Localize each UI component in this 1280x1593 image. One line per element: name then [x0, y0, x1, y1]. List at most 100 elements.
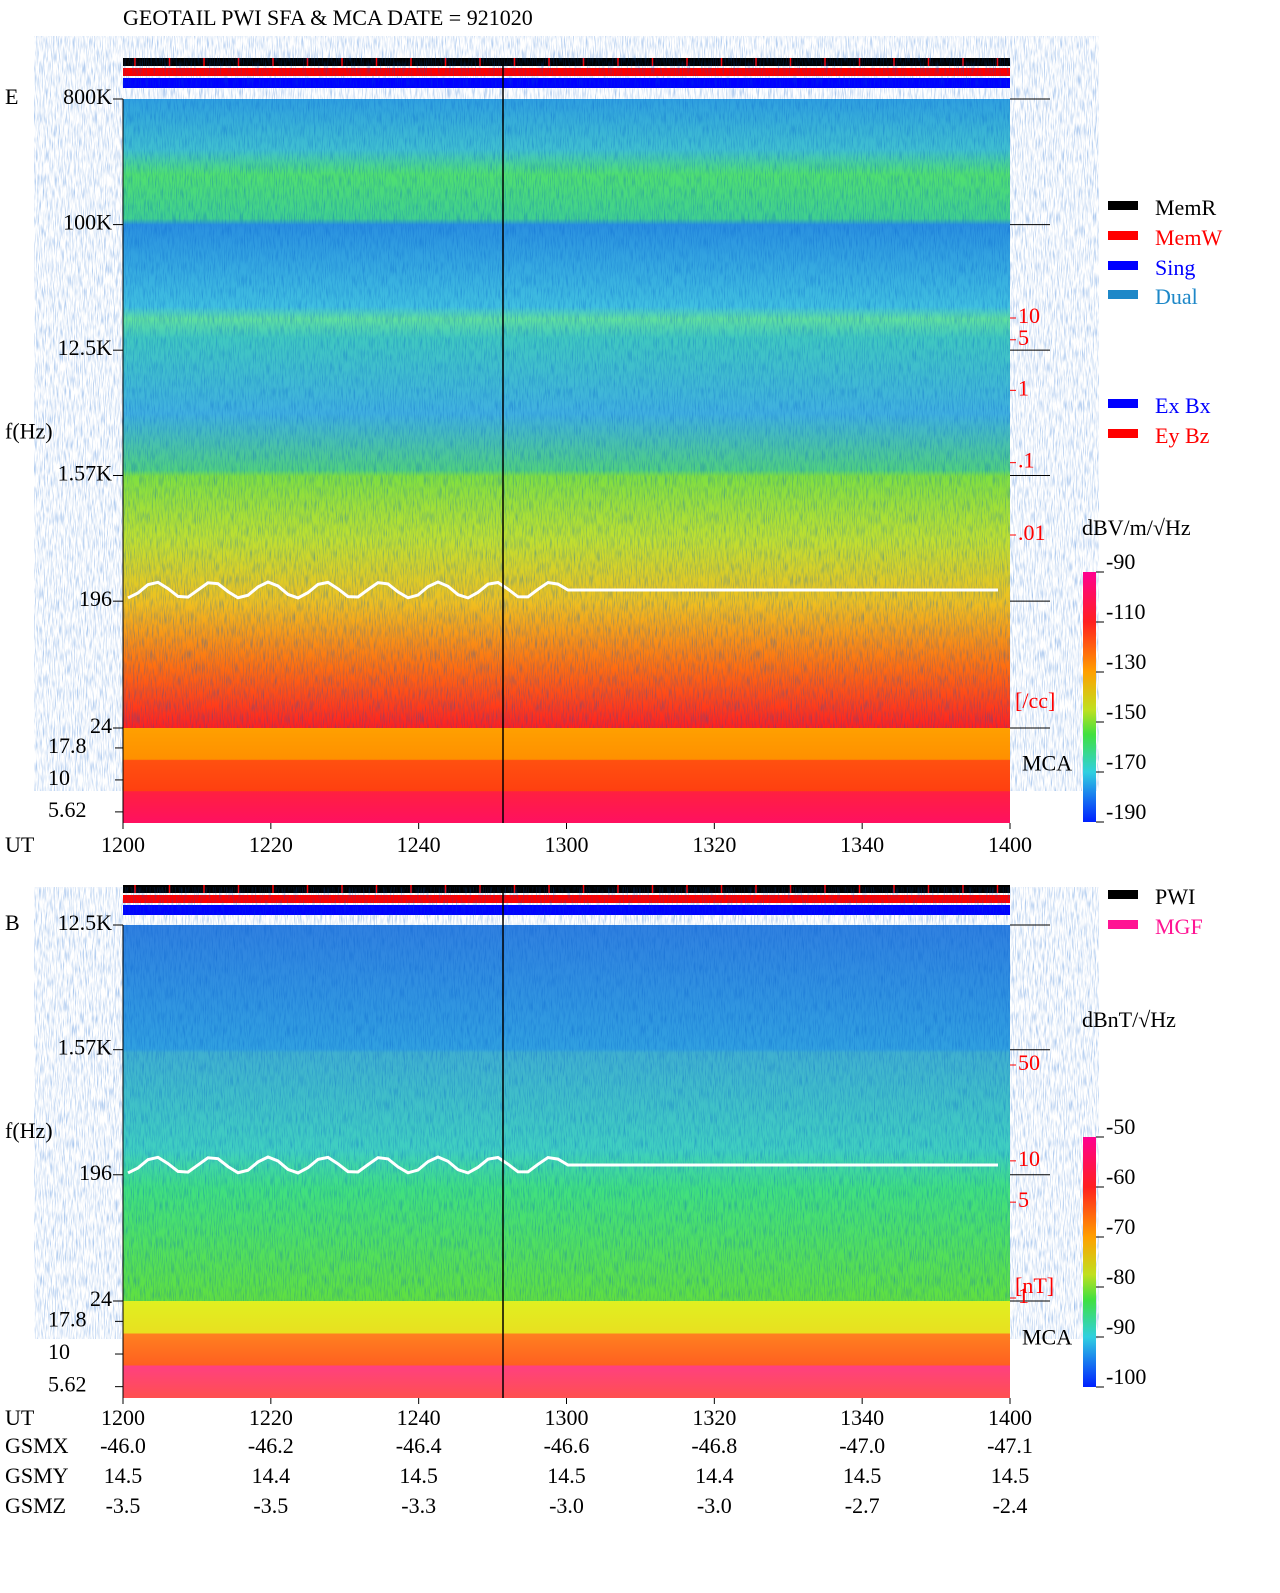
density-tick-label: .1 [1018, 448, 1035, 473]
panel-label: E [5, 84, 18, 109]
legend-label: MGF [1155, 914, 1203, 939]
legend-swatch [1108, 429, 1138, 438]
density-tick-label: 1 [1018, 1283, 1029, 1308]
y-tick-label: 100K [63, 210, 112, 235]
y-tick-label: 12.5K [58, 910, 113, 935]
colorbar-unit: dBV/m/√Hz [1082, 515, 1191, 540]
orbit-value: 14.4 [695, 1463, 734, 1488]
x-axis-label: UT [5, 1405, 35, 1430]
y-tick-label: 1.57K [58, 1035, 113, 1060]
density-tick-label: 5 [1018, 325, 1029, 350]
density-tick-label: 10 [1018, 303, 1040, 328]
density-trace [127, 1155, 998, 1175]
density-tick-label: 50 [1018, 1050, 1040, 1075]
colorbar-tick-label: -50 [1106, 1114, 1135, 1139]
x-tick-label: 1300 [545, 832, 589, 857]
colorbar-unit: dBnT/√Hz [1082, 1007, 1176, 1032]
legend-label: MemW [1155, 225, 1222, 250]
spectrogram-texture [123, 99, 1010, 728]
colorbar-tick-label: -130 [1106, 649, 1146, 674]
y-tick-label: 1.57K [58, 461, 113, 486]
x-tick-label: 1220 [249, 832, 293, 857]
mca-tick-label: 5.62 [48, 797, 87, 822]
x-tick-label: 1200 [101, 1405, 145, 1430]
orbit-value: -3.0 [549, 1493, 584, 1518]
colorbar-tick-label: -110 [1106, 599, 1146, 624]
density-tick-label: 1 [1018, 375, 1029, 400]
status-bar [123, 68, 1010, 76]
legend-swatch [1108, 261, 1138, 270]
x-tick-label: 1320 [692, 832, 736, 857]
panel-label: B [5, 910, 20, 935]
legend-label: Dual [1155, 284, 1198, 309]
x-tick-label: 1200 [101, 832, 145, 857]
x-tick-label: 1340 [840, 832, 884, 857]
x-tick-label: 1220 [249, 1405, 293, 1430]
colorbar-tick-label: -80 [1106, 1264, 1135, 1289]
mca-tick-label: 17.8 [48, 733, 87, 758]
y-tick-label: 12.5K [58, 335, 113, 360]
spectrogram-texture [123, 925, 1010, 1301]
legend-label: Ex Bx [1155, 393, 1211, 418]
colorbar-tick-label: -90 [1106, 549, 1135, 574]
orbit-value: 14.5 [104, 1463, 143, 1488]
mca-spectrogram [123, 1301, 1010, 1398]
density-trace [127, 580, 998, 600]
legend-swatch [1108, 290, 1138, 299]
colorbar [1083, 1137, 1096, 1387]
orbit-value: -46.4 [396, 1433, 442, 1458]
mca-spectrogram [123, 728, 1010, 823]
legend-label: Sing [1155, 255, 1195, 280]
mca-tick-label: 10 [48, 765, 70, 790]
x-tick-label: 1300 [545, 1405, 589, 1430]
colorbar-tick-label: -70 [1106, 1214, 1135, 1239]
colorbar [1083, 572, 1096, 822]
status-bar [123, 895, 1010, 903]
orbit-value: -3.5 [253, 1493, 288, 1518]
status-bar [123, 78, 1010, 88]
y-axis-label: f(Hz) [5, 1118, 53, 1143]
y-tick-label: 24 [90, 713, 112, 738]
density-tick-label: .01 [1018, 520, 1046, 545]
legend-label: MemR [1155, 195, 1216, 220]
mca-tick-label: 10 [48, 1339, 70, 1364]
legend-swatch [1108, 201, 1138, 210]
x-tick-label: 1320 [692, 1405, 736, 1430]
orbit-value: 14.5 [547, 1463, 586, 1488]
density-unit: [nT] [1015, 1273, 1054, 1298]
density-tick-label: 5 [1018, 1187, 1029, 1212]
colorbar-tick-label: -150 [1106, 699, 1146, 724]
orbit-value: 14.5 [843, 1463, 882, 1488]
legend-label: PWI [1155, 884, 1195, 909]
chart-title: GEOTAIL PWI SFA & MCA DATE = 921020 [123, 5, 533, 30]
mca-label: MCA [1022, 751, 1072, 776]
legend-swatch [1108, 399, 1138, 408]
orbit-value: -3.5 [106, 1493, 141, 1518]
mca-tick-label: 5.62 [48, 1372, 87, 1397]
x-tick-label: 1340 [840, 1405, 884, 1430]
x-tick-label: 1400 [988, 1405, 1032, 1430]
density-unit: [/cc] [1015, 688, 1055, 713]
mca-tick-label: 17.8 [48, 1306, 87, 1331]
colorbar-tick-label: -190 [1106, 799, 1146, 824]
orbit-value: -47.0 [839, 1433, 885, 1458]
status-bar [123, 885, 1010, 893]
orbit-value: -46.2 [248, 1433, 294, 1458]
x-axis-label: UT [5, 832, 35, 857]
orbit-label: GSMY [5, 1463, 69, 1488]
orbit-value: 14.4 [252, 1463, 291, 1488]
orbit-value: -47.1 [987, 1433, 1033, 1458]
mca-label: MCA [1022, 1325, 1072, 1350]
colorbar-tick-label: -60 [1106, 1164, 1135, 1189]
legend-swatch [1108, 920, 1138, 929]
orbit-label: GSMZ [5, 1493, 66, 1518]
orbit-value: 14.5 [399, 1463, 438, 1488]
orbit-value: -3.3 [401, 1493, 436, 1518]
orbit-value: -46.0 [100, 1433, 146, 1458]
x-tick-label: 1400 [988, 832, 1032, 857]
status-bar [123, 58, 1010, 66]
orbit-value: -2.7 [845, 1493, 880, 1518]
orbit-value: -2.4 [993, 1493, 1028, 1518]
x-tick-label: 1240 [397, 1405, 441, 1430]
